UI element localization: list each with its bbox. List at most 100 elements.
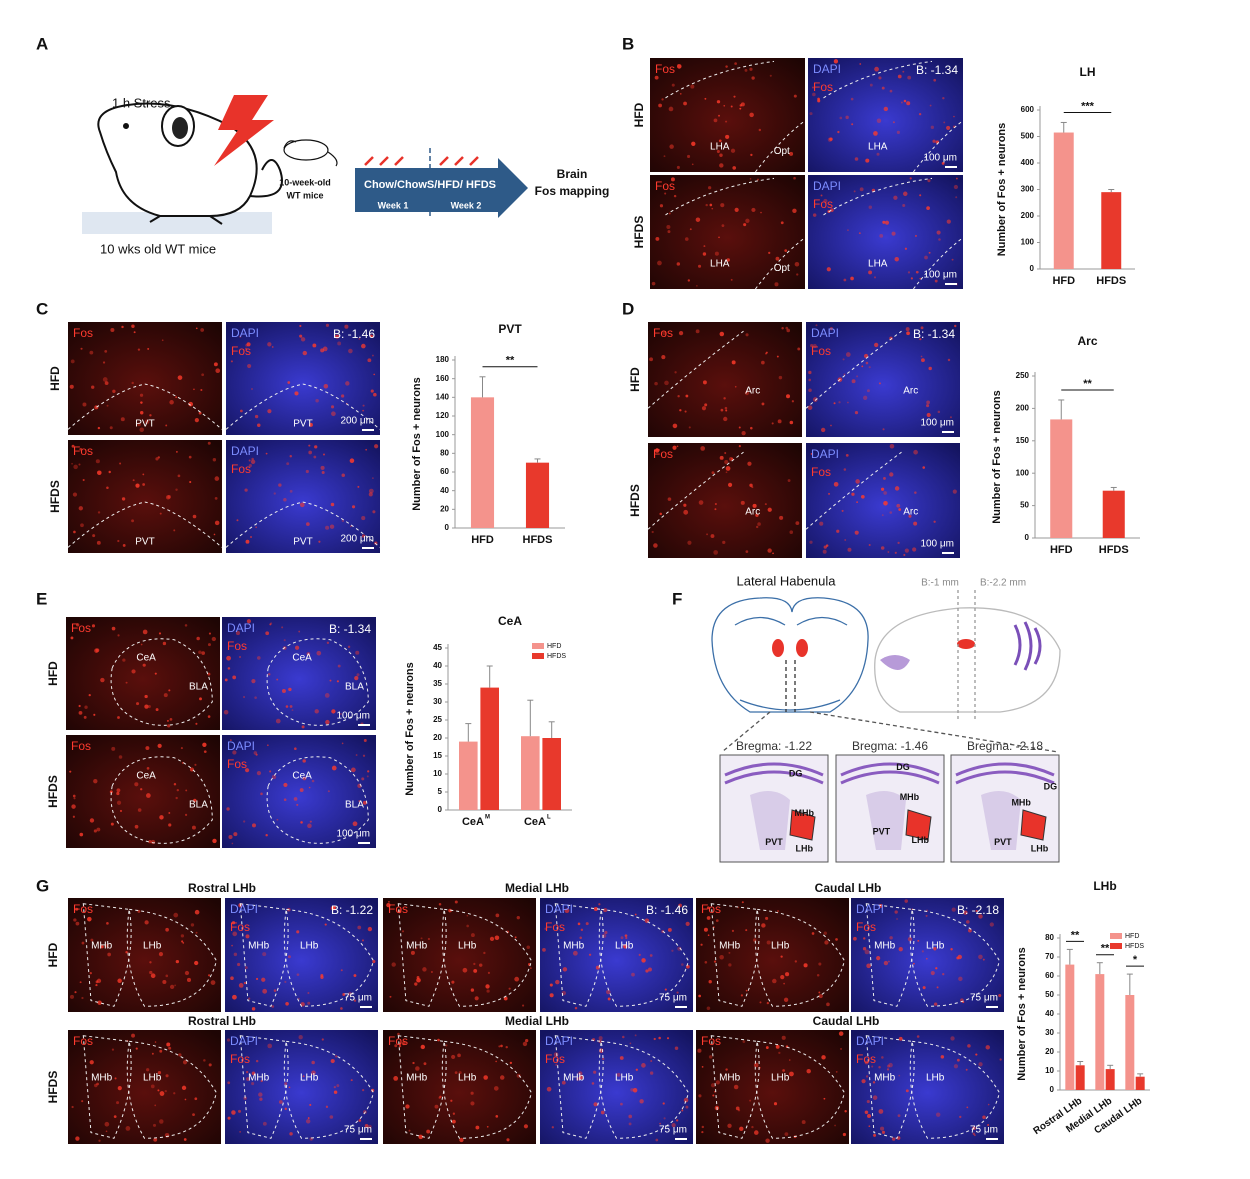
- cell-dot: [758, 128, 762, 132]
- cell-dot: [882, 428, 885, 431]
- cell-dot: [340, 969, 343, 972]
- cell-dot: [822, 549, 827, 554]
- cell-dot: [250, 536, 253, 538]
- cell-dot: [73, 797, 76, 800]
- y-tick-label: 80: [440, 448, 449, 457]
- cell-dot: [741, 901, 744, 904]
- cell-dot: [698, 500, 704, 505]
- cell-dot: [142, 629, 148, 635]
- region-outline: [126, 908, 217, 1007]
- cell-dot: [330, 405, 335, 409]
- cell-dot: [284, 1107, 287, 1111]
- cell-dot: [116, 791, 120, 796]
- cell-dot: [913, 962, 915, 965]
- cell-dot: [688, 426, 691, 429]
- cell-dot: [74, 991, 77, 994]
- cell-dot: [96, 1082, 99, 1086]
- cell-dot: [153, 1137, 158, 1142]
- region-outline: [805, 451, 902, 530]
- cell-dot: [785, 972, 790, 977]
- cell-dot: [109, 426, 113, 430]
- cell-dot: [84, 705, 88, 709]
- cell-dot: [654, 75, 659, 80]
- cell-dot: [718, 236, 720, 239]
- region-label: MHb: [563, 941, 585, 952]
- stain-label: Fos: [653, 447, 673, 461]
- cell-dot: [75, 921, 80, 926]
- cell-dot: [691, 163, 694, 166]
- cell-dot: [749, 483, 753, 487]
- region-label: CeA: [292, 652, 312, 663]
- cell-dot: [230, 360, 233, 363]
- cell-dot: [483, 951, 486, 955]
- cell-dot: [329, 1115, 334, 1119]
- cell-dot: [602, 1057, 605, 1061]
- cell-dot: [398, 1045, 402, 1048]
- cell-dot: [164, 1089, 167, 1093]
- stain-label: DAPI: [545, 902, 573, 916]
- cell-dot: [452, 1119, 456, 1124]
- cell-dot: [255, 753, 258, 756]
- cell-dot: [742, 1040, 746, 1044]
- cell-dot: [724, 406, 728, 410]
- cell-dot: [298, 630, 301, 633]
- cell-dot: [167, 495, 171, 499]
- cell-dot: [908, 514, 912, 518]
- micrograph: [806, 322, 960, 437]
- region-outline: [82, 903, 132, 1007]
- cell-dot: [745, 333, 749, 337]
- cell-dot: [341, 742, 344, 745]
- cell-dot: [745, 989, 748, 992]
- cell-dot: [616, 1072, 621, 1077]
- cell-dot: [114, 1077, 117, 1080]
- y-tick-label: 250: [1016, 371, 1030, 380]
- cell-dot: [922, 986, 926, 990]
- region-label: MHb: [563, 1073, 585, 1084]
- cell-dot: [262, 988, 268, 994]
- cell-dot: [653, 1037, 656, 1041]
- cell-dot: [106, 486, 109, 490]
- cell-dot: [117, 1086, 122, 1091]
- cell-dot: [251, 1071, 256, 1076]
- cell-dot: [98, 1139, 101, 1142]
- cell-dot: [767, 507, 772, 512]
- cell-dot: [116, 800, 122, 805]
- cell-dot: [702, 252, 707, 256]
- cell-dot: [864, 1110, 869, 1115]
- y-tick-label: 400: [1021, 158, 1035, 167]
- y-tick-label: 140: [436, 392, 450, 401]
- cell-dot: [716, 100, 721, 104]
- y-tick-label: 40: [433, 661, 442, 670]
- cell-dot: [157, 743, 162, 749]
- cell-dot: [255, 1059, 259, 1063]
- cell-dot: [251, 388, 253, 390]
- cell-dot: [629, 1042, 632, 1045]
- cell-dot: [654, 381, 658, 386]
- cell-dot: [388, 900, 390, 903]
- stain-label: Fos: [230, 1052, 250, 1066]
- cell-dot: [887, 551, 890, 553]
- cell-dot: [207, 672, 211, 676]
- cell-dot: [73, 918, 77, 922]
- cell-dot: [968, 928, 972, 933]
- cell-dot: [850, 97, 854, 101]
- cell-dot: [916, 1035, 920, 1038]
- stain-label: Fos: [813, 197, 833, 211]
- cell-dot: [324, 693, 330, 698]
- cell-dot: [203, 750, 207, 754]
- cell-dot: [579, 936, 582, 940]
- cell-dot: [212, 838, 217, 844]
- cell-dot: [291, 709, 294, 712]
- cell-dot: [918, 112, 922, 116]
- y-tick-label: 0: [445, 523, 450, 532]
- cell-dot: [933, 78, 937, 82]
- cell-dot: [915, 234, 917, 237]
- cell-dot: [915, 270, 919, 274]
- cell-dot: [835, 938, 838, 941]
- cell-dot: [776, 910, 780, 913]
- cell-dot: [866, 963, 872, 969]
- cell-dot: [182, 942, 185, 944]
- cell-dot: [159, 512, 162, 515]
- cell-dot: [925, 957, 928, 960]
- region-outline: [441, 908, 532, 1007]
